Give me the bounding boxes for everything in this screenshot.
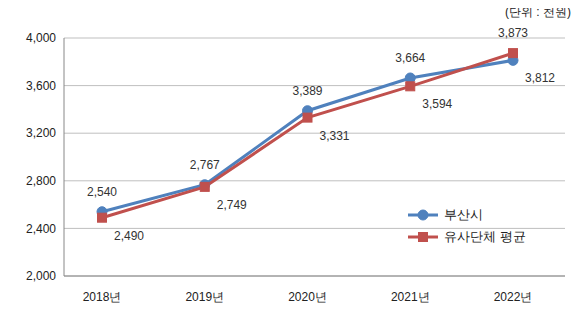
html-text:(단위 : 천원): (단위 : 천원) [505, 5, 571, 19]
svg-text:4,000: 4,000 [26, 31, 56, 45]
svg-text:3,600: 3,600 [26, 79, 56, 93]
svg-text:2,540: 2,540 [87, 185, 117, 199]
svg-text:3,389: 3,389 [292, 84, 322, 98]
svg-text:3,873: 3,873 [498, 26, 528, 40]
svg-text:2020년: 2020년 [288, 290, 327, 304]
svg-text:2,767: 2,767 [190, 158, 220, 172]
svg-text:2,490: 2,490 [114, 229, 144, 243]
svg-text:3,200: 3,200 [26, 126, 56, 140]
svg-text:3,594: 3,594 [422, 97, 452, 111]
svg-text:2022년: 2022년 [494, 290, 533, 304]
svg-text:2,800: 2,800 [26, 174, 56, 188]
html-text:유사단체 평균: 유사단체 평균 [444, 229, 526, 244]
svg-text:2,000: 2,000 [26, 269, 56, 283]
svg-text:2,400: 2,400 [26, 222, 56, 236]
html-text:부산시: 부산시 [444, 207, 483, 222]
svg-text:3,331: 3,331 [320, 129, 350, 143]
svg-text:3,812: 3,812 [525, 71, 555, 85]
svg-text:2021년: 2021년 [391, 290, 430, 304]
svg-text:2,749: 2,749 [217, 198, 247, 212]
svg-text:3,664: 3,664 [395, 51, 425, 65]
svg-text:2018년: 2018년 [83, 290, 122, 304]
svg-text:2019년: 2019년 [185, 290, 224, 304]
